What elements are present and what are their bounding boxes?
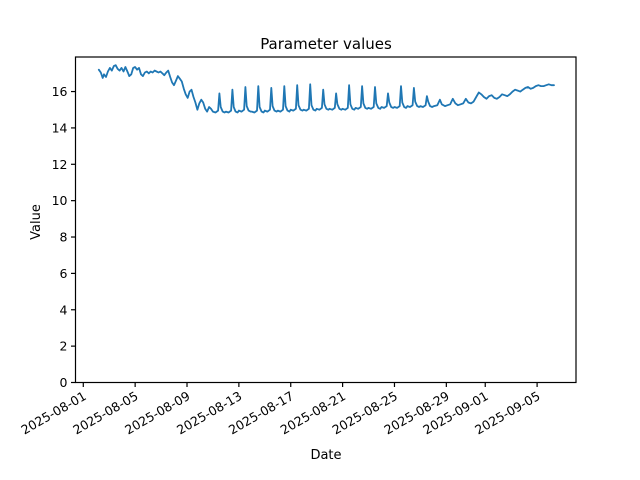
y-axis-ticks: 0 2 4 6 8 10 12 14 16: [52, 84, 76, 390]
y-tick-label: 8: [60, 230, 68, 245]
y-tick-label: 16: [52, 84, 68, 99]
y-tick-label: 14: [52, 120, 68, 135]
y-tick-label: 6: [60, 266, 68, 281]
x-axis-ticks: 2025-08-012025-08-052025-08-092025-08-13…: [18, 382, 543, 437]
y-tick-label: 4: [60, 302, 68, 317]
data-series-line: [97, 64, 555, 114]
chart-title: Parameter values: [260, 35, 392, 53]
y-tick-label: 10: [52, 193, 68, 208]
axes-box: [74, 56, 577, 384]
y-axis-label: Value: [29, 204, 44, 240]
x-axis-label: Date: [310, 448, 341, 463]
y-tick-label: 2: [60, 339, 68, 354]
series-parameter-values: [97, 64, 555, 114]
y-tick-label: 12: [52, 157, 68, 172]
y-tick-label: 0: [60, 375, 68, 390]
